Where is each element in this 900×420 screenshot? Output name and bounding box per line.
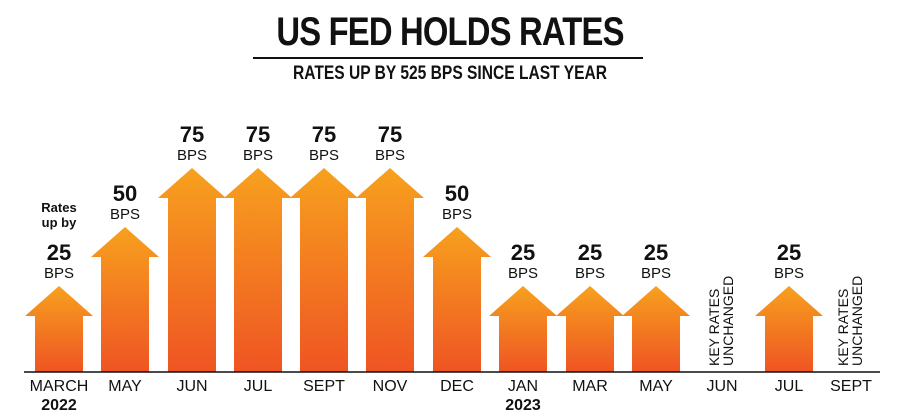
unit-label: BPS <box>177 147 207 164</box>
unit-label: BPS <box>375 147 405 164</box>
unchanged-label-line2: UNCHANGED <box>720 276 736 366</box>
unchanged-label-line2: UNCHANGED <box>849 276 865 366</box>
x-tick-label: JUN <box>706 378 737 395</box>
annotation-line2: up by <box>42 215 77 230</box>
unchanged-label-line1: KEY RATES <box>835 289 851 366</box>
unit-label: BPS <box>774 265 804 282</box>
bar-arrow <box>622 286 690 372</box>
value-label: 25 <box>644 240 668 265</box>
bar-arrow <box>158 168 226 372</box>
unit-label: BPS <box>508 265 538 282</box>
value-label: 50 <box>113 181 137 206</box>
value-label: 25 <box>578 240 602 265</box>
year-label: 2022 <box>41 397 77 414</box>
unit-label: BPS <box>575 265 605 282</box>
x-tick-label: JAN <box>508 378 538 395</box>
chart-title: US FED HOLDS RATES <box>276 10 624 54</box>
unit-label: BPS <box>110 206 140 223</box>
value-label: 75 <box>246 122 270 147</box>
bar-arrow <box>423 227 491 372</box>
x-tick-label: DEC <box>440 378 474 395</box>
unit-label: BPS <box>309 147 339 164</box>
unit-label: BPS <box>442 206 472 223</box>
value-label: 75 <box>180 122 204 147</box>
bar-arrow <box>91 227 159 372</box>
value-label: 25 <box>777 240 801 265</box>
x-tick-label: MARCH <box>30 378 89 395</box>
bar-arrow <box>224 168 292 372</box>
x-tick-label: MAY <box>639 378 673 395</box>
bar-arrow <box>290 168 358 372</box>
annotation-line1: Rates <box>41 200 76 215</box>
bar-arrow <box>489 286 557 372</box>
bar-arrow <box>25 286 93 372</box>
bar-arrow <box>356 168 424 372</box>
bar-arrow <box>755 286 823 372</box>
value-label: 75 <box>378 122 402 147</box>
value-label: 25 <box>511 240 535 265</box>
unit-label: BPS <box>641 265 671 282</box>
value-label: 25 <box>47 240 71 265</box>
unchanged-label-line1: KEY RATES <box>706 289 722 366</box>
x-tick-label: JUL <box>244 378 273 395</box>
year-label: 2023 <box>505 397 541 414</box>
unit-label: BPS <box>243 147 273 164</box>
title-divider <box>253 57 643 59</box>
x-tick-label: SEPT <box>303 378 345 395</box>
x-tick-label: SEPT <box>830 378 872 395</box>
x-tick-label: JUN <box>176 378 207 395</box>
unit-label: BPS <box>44 265 74 282</box>
x-tick-label: MAR <box>572 378 608 395</box>
x-tick-label: MAY <box>108 378 142 395</box>
chart-subtitle: RATES UP BY 525 BPS SINCE LAST YEAR <box>292 63 608 84</box>
value-label: 50 <box>445 181 469 206</box>
x-tick-label: NOV <box>373 378 408 395</box>
bar-arrow <box>556 286 624 372</box>
x-tick-label: JUL <box>775 378 804 395</box>
value-label: 75 <box>312 122 336 147</box>
